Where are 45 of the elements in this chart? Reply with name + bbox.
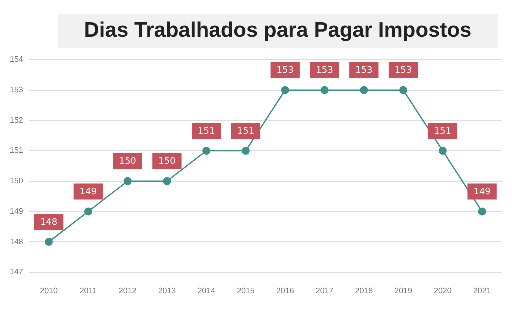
data-label: 153: [394, 66, 412, 76]
data-label: 148: [40, 218, 58, 228]
data-label: 150: [158, 157, 176, 168]
point: [438, 147, 447, 156]
x-tick-label: 2019: [394, 286, 413, 296]
y-tick-label: 149: [10, 206, 24, 216]
data-label: 151: [237, 126, 255, 137]
data-label: 153: [276, 66, 294, 76]
data-label: 151: [198, 126, 216, 137]
point: [320, 86, 329, 94]
x-tick-label: 2016: [276, 286, 295, 296]
y-tick-label: 150: [10, 176, 24, 186]
chart-title: Dias Trabalhados para Pagar Impostos: [58, 14, 498, 48]
point: [478, 208, 486, 216]
point: [242, 147, 250, 156]
point: [202, 147, 211, 156]
x-tick-label: 2011: [80, 286, 98, 296]
x-tick-label: 2015: [237, 286, 256, 296]
x-tick-label: 2018: [355, 286, 374, 296]
x-tick-label: 2021: [473, 286, 492, 296]
x-tick-label: 2020: [434, 286, 452, 296]
x-tick-label: 2017: [316, 286, 334, 296]
data-label: 150: [119, 157, 137, 168]
data-label: 151: [434, 126, 452, 137]
point: [84, 208, 92, 216]
y-tick-label: 154: [10, 55, 24, 64]
point: [124, 177, 132, 186]
point: [360, 86, 368, 94]
y-tick-label: 153: [10, 86, 24, 95]
point: [400, 86, 408, 94]
y-tick-label: 152: [10, 116, 24, 125]
point: [45, 238, 54, 246]
data-label: 149: [474, 188, 492, 198]
data-label: 153: [356, 66, 373, 76]
point: [281, 86, 290, 94]
x-tick-label: 2012: [118, 286, 138, 296]
y-tick-label: 151: [10, 146, 24, 156]
point: [163, 177, 172, 186]
x-tick-label: 2010: [40, 286, 58, 296]
y-tick-label: 147: [10, 268, 24, 277]
data-label: 149: [80, 188, 98, 198]
x-tick-label: 2013: [158, 286, 177, 296]
x-tick-label: 2014: [198, 286, 216, 296]
data-label: 153: [316, 66, 334, 76]
y-tick-label: 148: [10, 237, 24, 246]
